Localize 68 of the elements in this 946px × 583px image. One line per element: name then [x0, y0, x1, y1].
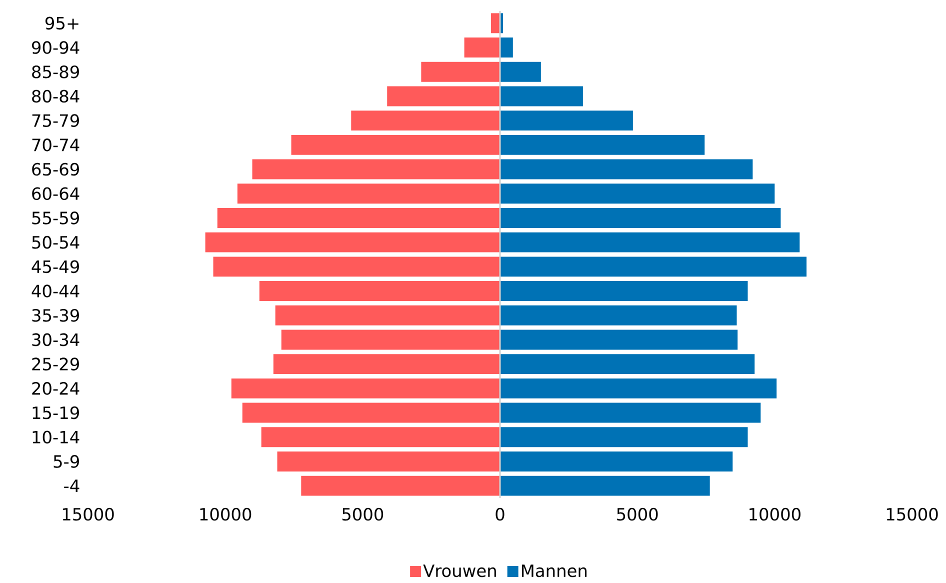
x-tick-label: 0	[496, 508, 504, 520]
y-tick-label: 25-29	[32, 357, 79, 370]
bar	[301, 476, 500, 496]
bar	[500, 378, 777, 398]
y-tick-label: 5-9	[54, 454, 79, 468]
bar	[217, 208, 500, 228]
bar	[237, 183, 500, 204]
bar	[500, 256, 807, 276]
y-tick-label: 75-79	[32, 114, 79, 127]
bar	[500, 451, 733, 472]
bar	[464, 37, 500, 58]
bar	[500, 476, 710, 496]
bar	[275, 305, 500, 326]
y-tick-label: 40-44	[32, 284, 80, 298]
x-tick-label: 15000	[62, 508, 114, 520]
y-tick-label: 95+	[45, 16, 78, 30]
bar	[351, 110, 500, 130]
bar	[500, 37, 513, 58]
y-tick-label: 90-94	[32, 40, 80, 54]
bar	[500, 62, 541, 82]
y-tick-label: 20-24	[32, 382, 80, 395]
y-tick-label: -4	[64, 479, 80, 492]
y-tick-label: 80-84	[32, 90, 80, 102]
bar	[500, 86, 583, 106]
bar	[291, 134, 500, 155]
bar	[490, 12, 500, 33]
y-tick-label: 30-34	[32, 333, 80, 346]
bar	[500, 110, 633, 130]
x-tick-label: 15000	[886, 508, 938, 520]
x-tick-label: 5000	[342, 508, 384, 520]
bar	[252, 159, 500, 180]
bar	[205, 232, 500, 252]
bar	[500, 280, 748, 301]
y-tick-label: 10-14	[32, 430, 80, 444]
bar	[500, 426, 748, 447]
bar	[273, 354, 500, 374]
x-tick-label: 10000	[750, 508, 800, 520]
bar	[421, 62, 500, 82]
x-tick-label: 10000	[200, 508, 252, 520]
bar	[213, 256, 500, 276]
y-tick-label: 50-54	[32, 236, 80, 249]
y-tick-label: 60-64	[32, 186, 80, 200]
bar	[242, 402, 500, 423]
bar	[281, 330, 500, 350]
y-tick-label: 70-74	[32, 138, 80, 152]
y-tick-label: 45-49	[32, 260, 79, 273]
y-tick-label: 65-69	[32, 162, 79, 176]
y-tick-label: 85-89	[32, 65, 79, 78]
bar	[500, 232, 800, 252]
y-tick-label: 15-19	[32, 406, 79, 419]
bar	[500, 305, 737, 326]
bar	[500, 330, 738, 350]
bar	[387, 86, 500, 106]
bar	[500, 354, 755, 374]
bar	[500, 183, 775, 204]
x-tick-label: 5000	[617, 508, 658, 520]
y-tick-label: 55-59	[32, 211, 79, 224]
y-tick-label: 35-39	[32, 308, 79, 322]
bar	[261, 426, 500, 447]
legend-label: Mannen	[522, 564, 587, 577]
bar	[259, 280, 500, 301]
bar	[277, 451, 500, 472]
bar	[500, 402, 761, 423]
bar	[500, 208, 781, 228]
bar	[500, 159, 753, 180]
bar	[231, 378, 500, 398]
legend-label: Vrouwen	[423, 564, 496, 577]
bar	[500, 134, 705, 155]
